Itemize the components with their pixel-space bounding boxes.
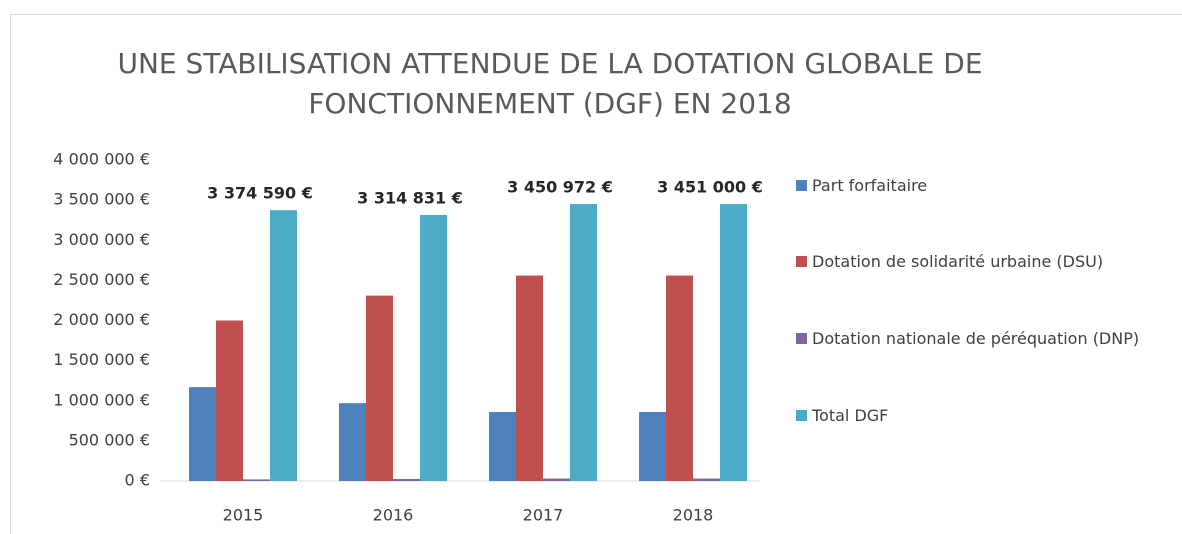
legend-swatch: [796, 256, 807, 267]
y-tick-label: 500 000 €: [69, 430, 150, 449]
legend-label: Part forfaitaire: [812, 176, 928, 195]
bar: [639, 411, 666, 481]
legend-item: Dotation de solidarité urbaine (DSU): [796, 248, 1176, 276]
bar: [570, 204, 597, 481]
bar: [393, 478, 420, 481]
y-tick-label: 3 000 000 €: [53, 230, 150, 249]
bar: [720, 204, 747, 481]
legend-swatch: [796, 180, 807, 191]
data-label: 3 451 000 €: [657, 178, 763, 197]
y-tick-label: 3 500 000 €: [53, 190, 150, 209]
bar: [543, 478, 570, 481]
bar: [693, 478, 720, 481]
bar: [243, 479, 270, 481]
bar: [216, 320, 243, 481]
data-label: 3 450 972 €: [507, 178, 613, 197]
legend-label: Dotation nationale de péréquation (DNP): [812, 329, 1140, 348]
y-tick-label: 1 000 000 €: [53, 390, 150, 409]
legend-item: Part forfaitaire: [796, 172, 1176, 200]
x-tick-label: 2015: [223, 506, 264, 525]
legend-item: Total DGF: [796, 402, 1176, 430]
bar: [666, 275, 693, 481]
y-tick-label: 4 000 000 €: [53, 150, 150, 169]
bar: [339, 403, 366, 481]
bar: [270, 210, 297, 481]
bar: [189, 387, 216, 481]
x-tick-label: 2016: [373, 506, 414, 525]
chart-title: UNE STABILISATION ATTENDUE DE LA DOTATIO…: [117, 47, 983, 120]
bar: [420, 214, 447, 482]
legend-swatch: [796, 410, 807, 421]
legend-label: Total DGF: [812, 406, 889, 425]
y-tick-label: 0 €: [125, 471, 150, 490]
legend-item: Dotation nationale de péréquation (DNP): [796, 325, 1176, 353]
data-label: 3 374 590 €: [207, 184, 313, 203]
x-tick-label: 2017: [523, 506, 564, 525]
legend-swatch: [796, 333, 807, 344]
bar: [366, 295, 393, 481]
data-label: 3 314 831 €: [357, 188, 463, 207]
chart-frame: [10, 14, 1182, 534]
y-tick-label: 2 500 000 €: [53, 270, 150, 289]
legend-label: Dotation de solidarité urbaine (DSU): [812, 252, 1104, 271]
x-tick-label: 2018: [673, 506, 714, 525]
y-tick-label: 2 000 000 €: [53, 310, 150, 329]
bar: [489, 411, 516, 481]
bar: [516, 275, 543, 481]
y-tick-label: 1 500 000 €: [53, 350, 150, 369]
